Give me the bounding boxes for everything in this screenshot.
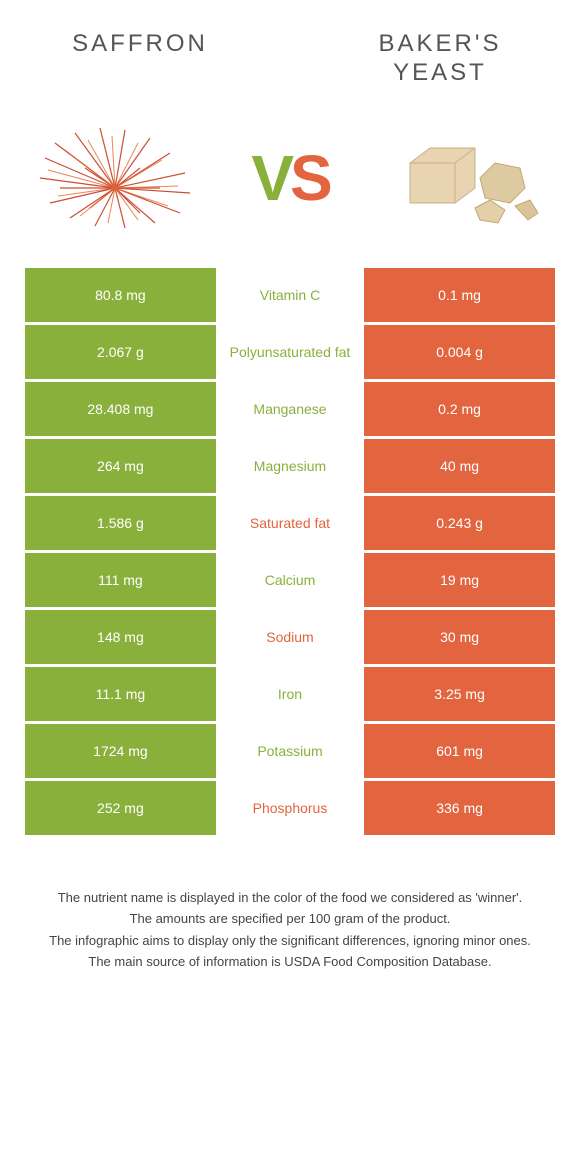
right-value: 0.243 g — [364, 496, 555, 550]
left-value: 28.408 mg — [25, 382, 216, 436]
nutrient-label: Phosphorus — [216, 781, 364, 835]
table-row: 1.586 gSaturated fat0.243 g — [25, 496, 555, 550]
nutrient-label: Saturated fat — [216, 496, 364, 550]
table-row: 1724 mgPotassium601 mg — [25, 724, 555, 778]
left-value: 2.067 g — [25, 325, 216, 379]
nutrient-label: Potassium — [216, 724, 364, 778]
table-row: 28.408 mgManganese0.2 mg — [25, 382, 555, 436]
footnote-line: The infographic aims to display only the… — [40, 931, 540, 951]
left-value: 252 mg — [25, 781, 216, 835]
vs-label: VS — [251, 141, 328, 215]
footnotes: The nutrient name is displayed in the co… — [0, 838, 580, 994]
right-value: 601 mg — [364, 724, 555, 778]
right-value: 3.25 mg — [364, 667, 555, 721]
right-value: 0.1 mg — [364, 268, 555, 322]
left-value: 80.8 mg — [25, 268, 216, 322]
nutrient-label: Sodium — [216, 610, 364, 664]
right-value: 336 mg — [364, 781, 555, 835]
left-value: 1724 mg — [25, 724, 216, 778]
right-food-image — [380, 118, 550, 238]
table-row: 252 mgPhosphorus336 mg — [25, 781, 555, 835]
table-row: 80.8 mgVitamin C0.1 mg — [25, 268, 555, 322]
vs-s: S — [290, 142, 329, 214]
nutrient-label: Manganese — [216, 382, 364, 436]
footnote-line: The amounts are specified per 100 gram o… — [40, 909, 540, 929]
right-value: 40 mg — [364, 439, 555, 493]
right-value: 0.2 mg — [364, 382, 555, 436]
table-row: 11.1 mgIron3.25 mg — [25, 667, 555, 721]
left-value: 111 mg — [25, 553, 216, 607]
comparison-table: 80.8 mgVitamin C0.1 mg2.067 gPolyunsatur… — [0, 268, 580, 838]
left-value: 264 mg — [25, 439, 216, 493]
right-food-title: BAKER'S YEAST — [340, 30, 540, 88]
table-row: 111 mgCalcium19 mg — [25, 553, 555, 607]
footnote-line: The nutrient name is displayed in the co… — [40, 888, 540, 908]
table-row: 264 mgMagnesium40 mg — [25, 439, 555, 493]
right-value: 30 mg — [364, 610, 555, 664]
left-value: 11.1 mg — [25, 667, 216, 721]
nutrient-label: Iron — [216, 667, 364, 721]
right-value: 19 mg — [364, 553, 555, 607]
left-value: 1.586 g — [25, 496, 216, 550]
left-value: 148 mg — [25, 610, 216, 664]
nutrient-label: Magnesium — [216, 439, 364, 493]
right-value: 0.004 g — [364, 325, 555, 379]
nutrient-label: Calcium — [216, 553, 364, 607]
titles-row: SAFFRON BAKER'S YEAST — [0, 0, 580, 98]
footnote-line: The main source of information is USDA F… — [40, 952, 540, 972]
nutrient-label: Polyunsaturated fat — [216, 325, 364, 379]
vs-v: V — [251, 142, 290, 214]
left-food-title: SAFFRON — [40, 30, 240, 88]
hero-row: VS — [0, 98, 580, 268]
nutrient-label: Vitamin C — [216, 268, 364, 322]
left-food-image — [30, 118, 200, 238]
table-row: 2.067 gPolyunsaturated fat0.004 g — [25, 325, 555, 379]
table-row: 148 mgSodium30 mg — [25, 610, 555, 664]
